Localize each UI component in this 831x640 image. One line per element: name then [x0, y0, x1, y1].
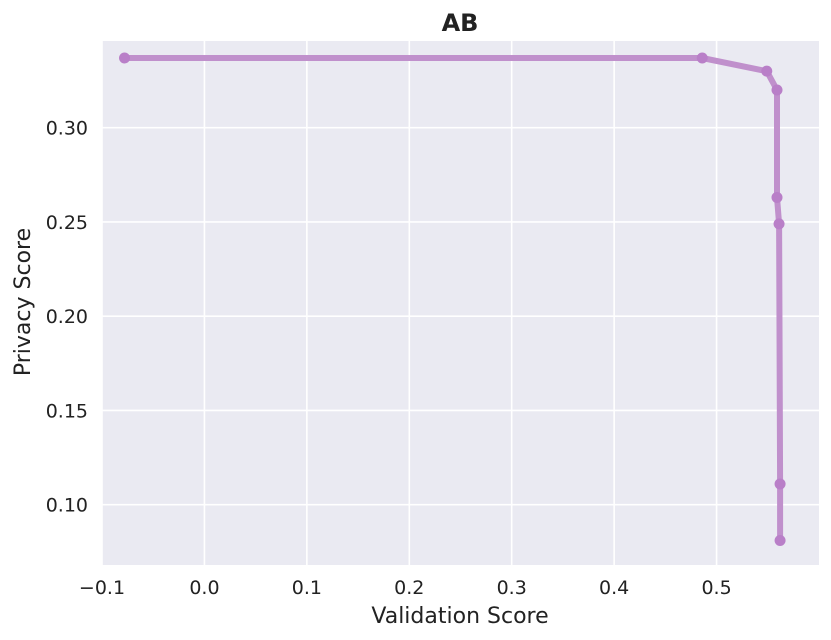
x-axis-label: Validation Score	[371, 604, 548, 629]
x-tick-label: 0.0	[189, 577, 219, 599]
y-axis-label: Privacy Score	[11, 228, 36, 376]
series-line	[121, 55, 784, 544]
x-tick-label: 0.3	[497, 577, 527, 599]
chart-title: AB	[442, 9, 479, 37]
data-point	[119, 52, 131, 64]
y-tick-label: 0.10	[46, 495, 88, 517]
x-tick-label: 0.5	[701, 577, 731, 599]
x-axis-ticks: −0.1 0.0 0.1 0.2 0.3 0.4 0.5	[79, 577, 732, 599]
y-tick-label: 0.30	[46, 118, 88, 140]
data-point	[774, 534, 786, 546]
data-point	[773, 218, 785, 230]
x-tick-label: 0.2	[394, 577, 424, 599]
x-tick-label: 0.4	[599, 577, 629, 599]
x-tick-label: −0.1	[79, 577, 125, 599]
y-tick-label: 0.20	[46, 306, 88, 328]
plot-area	[102, 41, 819, 565]
series-layer	[119, 52, 786, 546]
grid	[101, 41, 819, 565]
x-tick-label: 0.1	[292, 577, 322, 599]
data-point	[771, 191, 783, 203]
data-point	[771, 84, 783, 96]
data-point	[761, 65, 773, 77]
y-tick-label: 0.25	[46, 212, 88, 234]
data-point	[774, 478, 786, 490]
data-point	[696, 52, 708, 64]
y-axis-ticks: 0.10 0.15 0.20 0.25 0.30	[46, 118, 88, 517]
y-tick-label: 0.15	[46, 400, 88, 422]
